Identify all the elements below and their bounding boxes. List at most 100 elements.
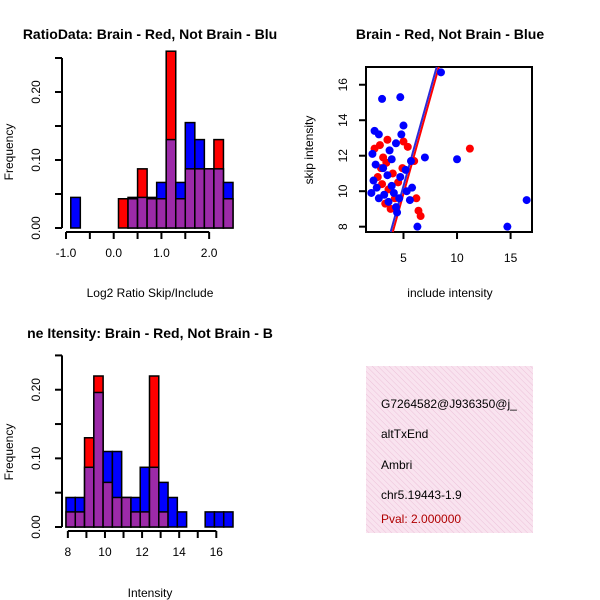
intensity-x-tick-label: 16 (210, 545, 224, 559)
intensity-bar-not-brain (176, 511, 188, 528)
scatter-point-not-brain (397, 130, 406, 139)
scatter-point-not-brain (453, 155, 462, 164)
scatter-x-tick-label: 5 (400, 251, 407, 265)
scatter-point-not-brain (387, 181, 396, 190)
info-panel-background (366, 366, 533, 533)
ratio-bar-overlap (174, 198, 187, 229)
intensity-bar-overlap (158, 511, 169, 528)
scatter-point-not-brain (420, 153, 429, 162)
scatter-point-not-brain (396, 93, 405, 102)
ratio-histogram-panel: RatioData: Brain - Red, Not Brain - Blu … (2, 26, 277, 300)
intensity-bar-overlap (139, 511, 151, 528)
scatter-point-not-brain (395, 194, 404, 203)
intensity-x-tick-label: 8 (65, 545, 72, 559)
intensity-bar-not-brain (167, 496, 179, 528)
intensity-x-tick-label: 12 (135, 545, 149, 559)
ratio-bar-overlap (155, 198, 167, 229)
ratio-x-tick-label: 1.0 (153, 246, 170, 260)
ratio-y-tick-label: 0.20 (29, 80, 43, 104)
scatter-point-not-brain (406, 157, 415, 166)
event-type-text: altTxEnd (381, 427, 428, 441)
ratio-bar-overlap (222, 198, 234, 229)
ratio-histogram-ylabel: Frequency (2, 124, 16, 181)
scatter-point-not-brain (367, 188, 376, 197)
scatter-point-not-brain (399, 121, 408, 130)
ratio-histogram-xlabel: Log2 Ratio Skip/Include (87, 286, 214, 300)
ratio-bar-overlap (203, 168, 215, 229)
scatter-x-tick-label: 15 (504, 251, 518, 265)
intensity-y-tick-label: 0.20 (29, 378, 43, 402)
scatter-point-not-brain (383, 171, 392, 180)
scatter-y-tick-label: 10 (336, 184, 350, 198)
intensity-histogram-title: ne Itensity: Brain - Red, Not Brain - B (27, 325, 273, 341)
scatter-axes: 5 10 15 8 10 12 14 16 (336, 78, 518, 265)
scatter-plot-frame (365, 66, 533, 233)
intensity-histogram-panel: ne Itensity: Brain - Red, Not Brain - B … (2, 325, 273, 600)
scatter-point-not-brain (503, 222, 512, 231)
location-text: chr5.19443-1.9 (381, 488, 462, 502)
intensity-scatter-panel: Brain - Red, Not Brain - Blue 5 10 15 8 10 12… (302, 26, 544, 300)
scatter-point-not-brain (380, 190, 389, 199)
scatter-fit-line-0 (391, 66, 440, 233)
ratio-bar-overlap (127, 198, 139, 229)
intensity-bar-not-brain (213, 511, 225, 528)
intensity-y-tick-label: 0.00 (29, 515, 43, 539)
ratio-bar-overlap (165, 138, 177, 229)
scatter-y-tick-label: 14 (336, 113, 350, 127)
intensity-bar-not-brain (222, 511, 234, 528)
intensity-histogram-axes: 8 10 12 14 16 0.00 0.10 0.20 (29, 354, 224, 559)
scatter-points (367, 68, 531, 231)
scatter-point-not-brain (384, 197, 393, 206)
ratio-bar-not-brain (70, 196, 82, 229)
intensity-bar-overlap (93, 391, 104, 528)
pval-text: Pval: 2.000000 (381, 512, 461, 526)
intensity-x-tick-label: 14 (173, 545, 187, 559)
event-info-panel: G7264582@J936350@j_ altTxEnd Ambri chr5.… (366, 366, 533, 533)
intensity-y-tick-label: 0.10 (29, 446, 43, 470)
scatter-point-not-brain (522, 196, 531, 205)
scatter-point-brain (465, 144, 474, 153)
scatter-point-brain (375, 141, 384, 150)
scatter-point-not-brain (393, 208, 402, 217)
intensity-bar-overlap (120, 496, 132, 528)
intensity-histogram-xlabel: Intensity (128, 586, 173, 600)
scatter-point-not-brain (391, 139, 400, 148)
scatter-ylabel: skip intensity (302, 116, 316, 185)
scatter-x-tick-label: 10 (450, 251, 464, 265)
ratio-y-tick-label: 0.10 (29, 148, 43, 172)
tissue-text: Ambri (381, 458, 412, 472)
scatter-y-tick-label: 8 (336, 223, 350, 230)
ratio-histogram-axes: -1.0 0.0 1.0 2.0 0.00 0.10 0.20 (29, 57, 218, 260)
scatter-point-not-brain (374, 130, 383, 139)
ratio-x-tick-label: 0.0 (105, 246, 122, 260)
scatter-y-tick-label: 12 (336, 149, 350, 163)
intensity-histogram-bars (65, 375, 234, 528)
scatter-point-not-brain (405, 196, 414, 205)
scatter-point-brain (416, 212, 425, 221)
event-id-text: G7264582@J936350@j_ (381, 397, 517, 411)
scatter-xlabel: include intensity (407, 286, 492, 300)
intensity-bar-overlap (111, 496, 123, 528)
scatter-point-not-brain (389, 188, 398, 197)
scatter-point-not-brain (413, 222, 422, 231)
scatter-point-not-brain (372, 183, 381, 192)
scatter-point-not-brain (379, 164, 388, 173)
intensity-histogram-ylabel: Frequency (2, 424, 16, 481)
scatter-point-not-brain (387, 155, 396, 164)
intensity-bar-overlap (148, 466, 160, 528)
scatter-point-not-brain (401, 165, 410, 174)
scatter-y-tick-label: 16 (336, 78, 350, 92)
scatter-point-not-brain (369, 176, 378, 185)
intensity-bar-overlap (130, 511, 141, 528)
intensity-bar-overlap (83, 466, 95, 528)
scatter-point-brain (403, 142, 412, 151)
scatter-point-brain (383, 135, 392, 144)
scatter-point-not-brain (396, 173, 405, 181)
ratio-bar-brain (117, 198, 129, 229)
intensity-bar-overlap (102, 481, 114, 528)
scatter-point-brain (399, 137, 408, 146)
ratio-x-tick-label: 2.0 (201, 246, 218, 260)
intensity-bar-overlap (74, 511, 86, 528)
intensity-x-tick-label: 10 (98, 545, 112, 559)
